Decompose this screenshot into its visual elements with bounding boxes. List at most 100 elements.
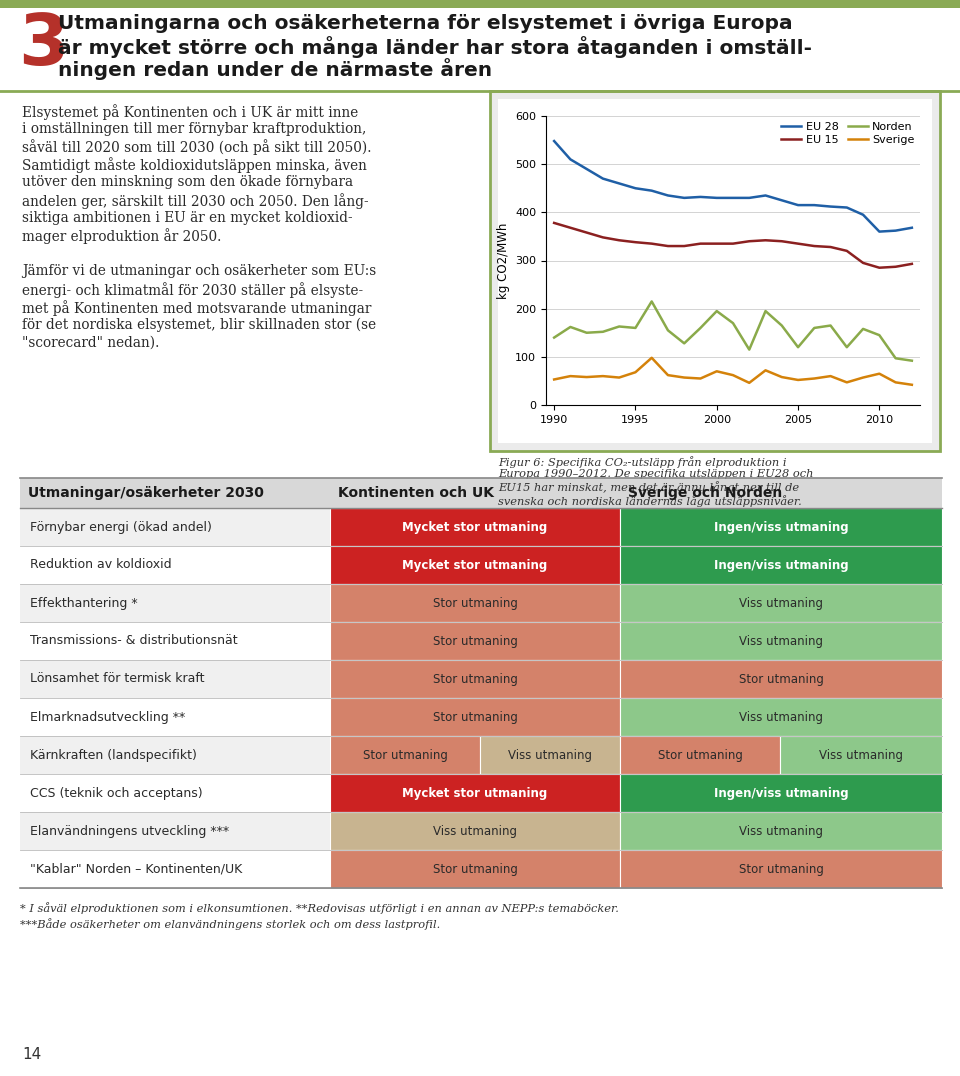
EU 28 <box>776 194 787 207</box>
EU 28 <box>630 182 641 195</box>
EU 15 <box>662 240 674 253</box>
Bar <box>498 99 932 443</box>
EU 15 <box>874 261 885 274</box>
Bar <box>620 508 942 546</box>
Sverige <box>564 370 576 383</box>
Sverige <box>890 376 901 388</box>
Text: Mycket stor utmaning: Mycket stor utmaning <box>402 558 547 571</box>
Norden <box>841 341 852 354</box>
Bar <box>20 584 330 622</box>
Sverige <box>613 371 625 384</box>
Text: Effekthantering *: Effekthantering * <box>30 596 137 609</box>
Sverige <box>857 371 869 384</box>
EU 28 <box>874 225 885 238</box>
Sverige <box>711 365 723 378</box>
EU 28 <box>679 192 690 204</box>
Text: Stor utmaning: Stor utmaning <box>738 863 824 876</box>
EU 15 <box>679 240 690 253</box>
Sverige <box>906 379 918 392</box>
EU 28 <box>808 199 820 212</box>
Sverige <box>808 372 820 385</box>
Sverige <box>695 372 707 385</box>
EU 28 <box>792 199 804 212</box>
Text: i omställningen till mer förnybar kraftproduktion,: i omställningen till mer förnybar kraftp… <box>22 122 367 136</box>
Sverige <box>597 370 609 383</box>
Norden <box>630 322 641 335</box>
EU 28 <box>743 192 755 204</box>
Sverige <box>662 369 674 382</box>
Text: Ingen/viss utmaning: Ingen/viss utmaning <box>713 787 849 799</box>
Text: Mycket stor utmaning: Mycket stor utmaning <box>402 521 547 534</box>
Text: Elsystemet på Kontinenten och i UK är mitt inne: Elsystemet på Kontinenten och i UK är mi… <box>22 104 358 119</box>
EU 15 <box>564 222 576 235</box>
Bar <box>330 812 620 850</box>
Norden <box>906 354 918 367</box>
Bar <box>20 774 330 812</box>
EU 28 <box>728 192 739 204</box>
Sverige <box>646 352 658 365</box>
Text: Reduktion av koldioxid: Reduktion av koldioxid <box>30 558 172 571</box>
Norden <box>759 305 771 317</box>
Bar <box>330 736 480 774</box>
Norden <box>792 341 804 354</box>
Bar <box>0 0 960 8</box>
Bar <box>20 508 330 546</box>
Norden <box>564 321 576 334</box>
EU 15 <box>581 226 592 239</box>
Text: Viss utmaning: Viss utmaning <box>508 749 592 762</box>
Norden <box>776 320 787 332</box>
EU 28 <box>548 134 560 147</box>
Norden <box>662 324 674 337</box>
Text: Elanvändningens utveckling ***: Elanvändningens utveckling *** <box>30 824 229 837</box>
Text: Transmissions- & distributionsnät: Transmissions- & distributionsnät <box>30 635 238 648</box>
EU 28 <box>613 176 625 189</box>
EU 28 <box>857 209 869 222</box>
Bar <box>330 584 620 622</box>
EU 15 <box>711 237 723 250</box>
Text: Lönsamhet för termisk kraft: Lönsamhet för termisk kraft <box>30 672 204 685</box>
Line: EU 28: EU 28 <box>554 141 912 231</box>
Norden <box>874 328 885 341</box>
Text: Stor utmaning: Stor utmaning <box>433 863 517 876</box>
EU 15 <box>646 237 658 250</box>
Text: Stor utmaning: Stor utmaning <box>738 672 824 685</box>
Bar <box>620 850 942 888</box>
Norden <box>646 295 658 308</box>
Text: Ingen/viss utmaning: Ingen/viss utmaning <box>713 521 849 534</box>
EU 15 <box>808 240 820 253</box>
Norden <box>711 305 723 317</box>
Text: är mycket större och många länder har stora åtaganden i omställ-: är mycket större och många länder har st… <box>58 36 812 58</box>
EU 15 <box>630 236 641 249</box>
Y-axis label: kg CO2/MWh: kg CO2/MWh <box>496 223 510 299</box>
Sverige <box>759 364 771 377</box>
Norden <box>743 343 755 356</box>
Bar <box>620 622 942 660</box>
EU 15 <box>776 235 787 247</box>
Norden <box>548 331 560 344</box>
Bar <box>620 736 780 774</box>
EU 28 <box>662 189 674 202</box>
Bar <box>490 91 940 451</box>
Text: ningen redan under de närmaste åren: ningen redan under de närmaste åren <box>58 58 492 80</box>
EU 15 <box>792 237 804 250</box>
Sverige <box>728 369 739 382</box>
Bar <box>330 698 620 736</box>
Sverige <box>776 370 787 383</box>
Bar <box>330 850 620 888</box>
Line: EU 15: EU 15 <box>554 223 912 268</box>
Sverige <box>679 371 690 384</box>
Text: Stor utmaning: Stor utmaning <box>433 596 517 609</box>
Text: "scorecard" nedan).: "scorecard" nedan). <box>22 336 159 350</box>
EU 28 <box>825 200 836 213</box>
Text: 3: 3 <box>18 11 68 80</box>
Sverige <box>874 367 885 380</box>
Norden <box>857 323 869 336</box>
EU 15 <box>743 235 755 247</box>
Bar <box>620 546 942 584</box>
Text: Ingen/viss utmaning: Ingen/viss utmaning <box>713 558 849 571</box>
Bar <box>20 478 942 508</box>
Sverige <box>581 370 592 383</box>
EU 28 <box>906 222 918 235</box>
EU 28 <box>841 201 852 214</box>
Text: Viss utmaning: Viss utmaning <box>739 635 823 648</box>
